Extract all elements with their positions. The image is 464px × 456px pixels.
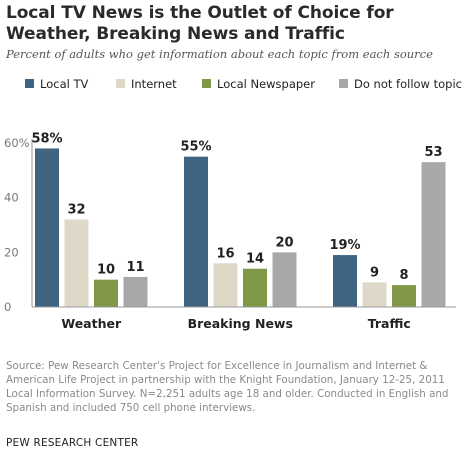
category-label: Traffic	[368, 316, 411, 331]
y-tick-label: 20	[4, 245, 19, 259]
legend-label: Do not follow topic	[354, 77, 462, 91]
source-note: Source: Pew Research Center's Project fo…	[6, 360, 449, 414]
legend-label: Internet	[131, 77, 177, 91]
category-label: Breaking News	[188, 316, 293, 331]
bar	[243, 268, 267, 307]
bar	[123, 276, 148, 307]
bar	[272, 252, 297, 307]
y-tick-label: 60%	[4, 136, 30, 150]
data-label: 55%	[180, 140, 211, 155]
bar	[94, 279, 118, 307]
bar-chart: Local TV Internet Local Newspaper Do not fo…	[4, 77, 462, 331]
data-label: 11	[126, 260, 144, 275]
bar	[421, 162, 446, 307]
bar	[362, 282, 387, 307]
data-label: 53	[424, 145, 442, 160]
legend-swatch	[339, 79, 348, 88]
y-tick-label: 40	[4, 191, 19, 205]
legend-swatch	[25, 79, 34, 88]
bar	[333, 255, 357, 307]
data-label: 58%	[31, 131, 62, 146]
data-label: 19%	[329, 238, 360, 253]
data-label: 32	[67, 203, 85, 218]
footer-credit: PEW RESEARCH CENTER	[6, 437, 139, 449]
y-tick-label: 0	[4, 300, 11, 314]
legend-swatch	[116, 79, 125, 88]
bar	[184, 156, 208, 307]
data-label: 16	[216, 246, 234, 261]
bar	[35, 148, 59, 307]
legend-label: Local TV	[40, 77, 88, 91]
data-label: 20	[275, 235, 293, 250]
data-label: 10	[97, 263, 115, 278]
data-label: 8	[399, 268, 408, 283]
data-label: 9	[370, 265, 379, 280]
bar	[213, 263, 238, 307]
bar	[392, 285, 416, 307]
legend-label: Local Newspaper	[217, 77, 315, 91]
category-label: Weather	[61, 316, 122, 331]
bar	[64, 219, 89, 307]
chart-title: Local TV News is the Outlet of Choice fo…	[6, 3, 394, 44]
chart-subtitle: Percent of adults who get information ab…	[6, 47, 433, 61]
legend-swatch	[202, 79, 211, 88]
data-label: 14	[246, 252, 264, 267]
